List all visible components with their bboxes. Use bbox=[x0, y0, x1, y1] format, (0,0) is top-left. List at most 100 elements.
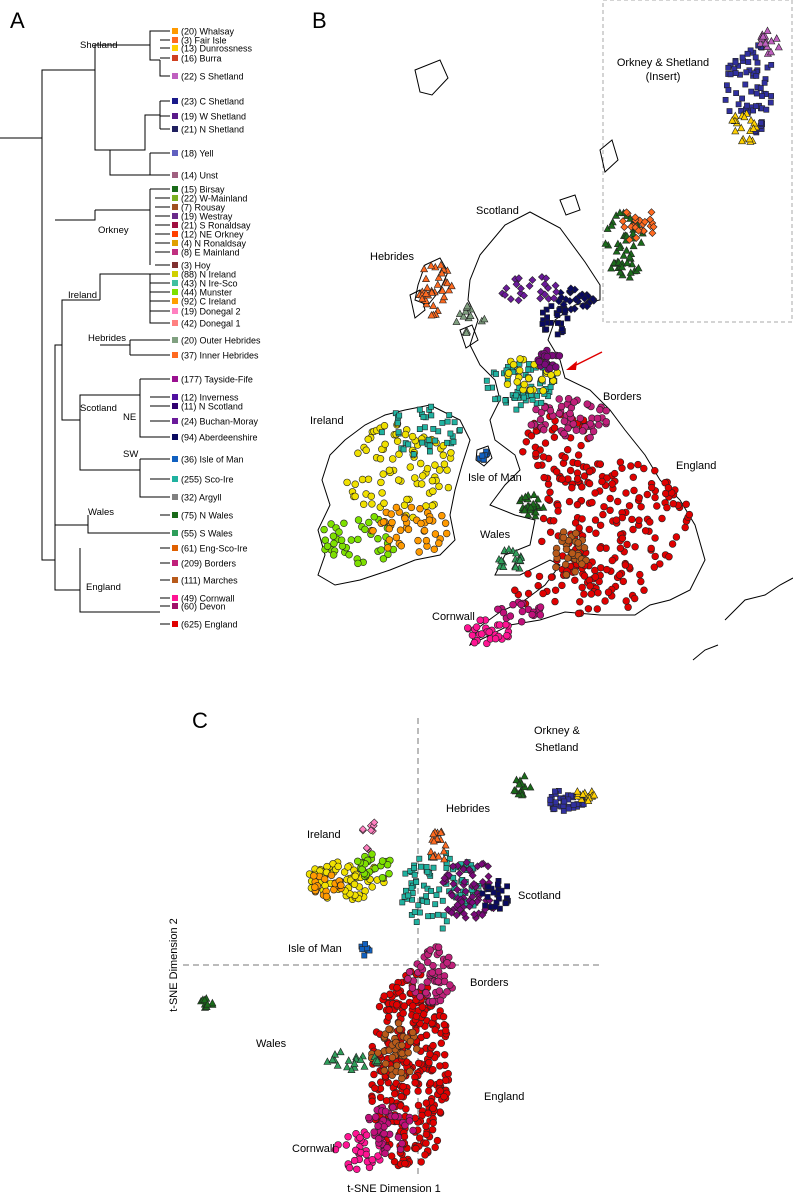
leaf-label: (92) C Ireland bbox=[181, 297, 236, 307]
sample-point bbox=[443, 959, 451, 967]
sample-point bbox=[436, 1062, 444, 1070]
sample-point bbox=[520, 394, 527, 401]
sample-point bbox=[380, 1123, 388, 1131]
sample-point bbox=[552, 287, 561, 296]
sample-point bbox=[513, 378, 521, 386]
sample-point bbox=[403, 1088, 411, 1096]
sample-point bbox=[380, 992, 388, 1000]
sample-point bbox=[551, 806, 558, 812]
leaf-label: (22) S Shetland bbox=[181, 72, 244, 82]
sample-point bbox=[532, 450, 540, 458]
sample-point bbox=[418, 294, 427, 303]
sample-point bbox=[417, 1158, 425, 1166]
sample-point bbox=[350, 880, 359, 889]
sample-point bbox=[521, 492, 530, 501]
sample-point bbox=[468, 871, 477, 880]
sample-point bbox=[566, 409, 574, 418]
sample-point bbox=[587, 590, 595, 598]
sample-point bbox=[576, 414, 584, 422]
sample-point bbox=[480, 314, 489, 323]
sample-point bbox=[440, 1092, 448, 1101]
sample-point bbox=[431, 1026, 439, 1034]
leaf-label: (4) N Ronaldsay bbox=[181, 239, 247, 249]
leaf-label: (625) England bbox=[181, 620, 238, 630]
sample-point bbox=[506, 612, 515, 620]
sample-point bbox=[618, 534, 627, 542]
sample-point bbox=[416, 505, 424, 513]
sample-point bbox=[616, 458, 625, 466]
sample-point bbox=[516, 355, 524, 363]
sample-point bbox=[517, 618, 526, 626]
sample-point bbox=[376, 1093, 385, 1102]
sample-point bbox=[378, 489, 386, 497]
panel-label-a: A bbox=[10, 8, 25, 33]
sample-point bbox=[502, 284, 511, 293]
sample-point bbox=[575, 524, 583, 532]
sample-point bbox=[737, 123, 746, 132]
great-britain-outline bbox=[467, 211, 706, 647]
sample-point bbox=[632, 233, 641, 242]
sample-point bbox=[484, 894, 491, 900]
sample-point bbox=[411, 865, 417, 871]
sample-point bbox=[495, 621, 504, 629]
sample-point bbox=[747, 47, 754, 54]
continent-outline-2 bbox=[692, 644, 719, 661]
sample-point bbox=[596, 544, 604, 552]
sample-point bbox=[625, 235, 634, 244]
continent-outline bbox=[724, 577, 793, 621]
sample-point bbox=[335, 528, 343, 536]
sample-point bbox=[528, 276, 537, 284]
sample-point bbox=[559, 326, 565, 332]
sample-point bbox=[388, 518, 396, 527]
sample-point bbox=[672, 533, 681, 541]
group-label-hebrides: Hebrides bbox=[88, 333, 126, 344]
sample-point bbox=[330, 539, 338, 548]
tsne-labels: Orkney & Shetland Hebrides Ireland Scotl… bbox=[168, 725, 581, 1195]
sample-point bbox=[416, 406, 423, 413]
sample-point bbox=[429, 1066, 437, 1074]
leaf-label: (20) Whalsay bbox=[181, 27, 235, 37]
sample-point bbox=[397, 1068, 405, 1077]
sample-point bbox=[491, 634, 500, 643]
sample-point bbox=[432, 437, 439, 444]
leaf-label: (18) Yell bbox=[181, 149, 214, 159]
leaf-marker bbox=[172, 172, 178, 178]
sample-point bbox=[541, 439, 550, 447]
sample-point bbox=[643, 490, 651, 499]
sample-point bbox=[393, 1061, 401, 1070]
sample-point bbox=[538, 375, 546, 384]
leaf-label: (75) N Wales bbox=[181, 511, 234, 521]
leaf-marker bbox=[172, 337, 178, 343]
sample-point bbox=[503, 380, 512, 388]
sample-point bbox=[336, 1047, 345, 1056]
leaf-label: (8) E Mainland bbox=[181, 248, 240, 258]
sample-point bbox=[411, 474, 419, 482]
sample-point bbox=[397, 1092, 405, 1101]
dendrogram-branch bbox=[94, 70, 110, 151]
sample-point bbox=[323, 542, 332, 550]
leaf-label: (44) Munster bbox=[181, 288, 232, 298]
leaf-marker bbox=[172, 577, 178, 583]
tsne-label-england: England bbox=[484, 1091, 524, 1103]
sample-point bbox=[450, 438, 457, 445]
hebrides-outline-1 bbox=[414, 257, 449, 306]
sample-point bbox=[625, 273, 634, 281]
sample-point bbox=[203, 1000, 212, 1008]
leaf-label: (12) Inverness bbox=[181, 393, 239, 403]
sample-point bbox=[394, 419, 401, 426]
sample-point bbox=[436, 886, 443, 893]
sample-point bbox=[378, 857, 387, 865]
sample-point bbox=[410, 451, 417, 458]
sample-point bbox=[322, 892, 331, 901]
sample-point bbox=[669, 500, 677, 508]
sample-point bbox=[586, 433, 594, 442]
sample-point bbox=[533, 494, 542, 503]
sample-point bbox=[444, 418, 451, 425]
sample-point bbox=[428, 997, 437, 1006]
sample-point bbox=[460, 877, 469, 886]
sample-point bbox=[768, 93, 774, 99]
sample-point bbox=[578, 427, 587, 435]
sample-point bbox=[580, 472, 589, 480]
sample-point bbox=[574, 451, 583, 459]
sample-point bbox=[429, 301, 438, 309]
